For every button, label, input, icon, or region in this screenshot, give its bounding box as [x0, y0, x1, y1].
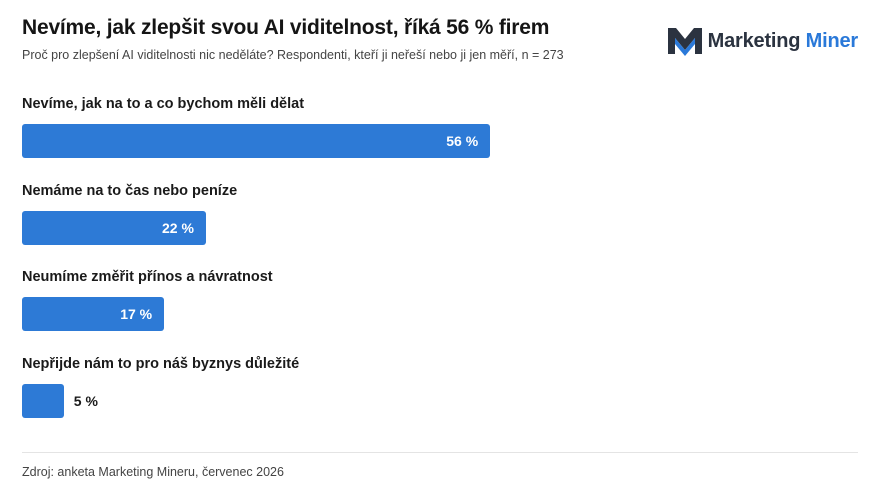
chart-subtitle: Proč pro zlepšení AI viditelnosti nic ne…	[22, 48, 564, 62]
data-label: 5 %	[73, 392, 98, 409]
marketing-miner-logo-icon	[667, 28, 702, 56]
logo-wordmark: Marketing Miner	[707, 29, 859, 53]
category-label: Nemáme na to čas nebo peníze	[22, 182, 238, 199]
bar	[22, 210, 206, 245]
bar	[22, 124, 491, 158]
footer-divider	[22, 452, 858, 453]
source-note: Zdroj: anketa Marketing Mineru, červenec…	[22, 465, 284, 479]
bar	[22, 297, 165, 331]
bar	[22, 383, 64, 418]
brand-logo: Marketing Miner	[667, 26, 859, 56]
chart-title: Nevíme, jak zlepšit svou AI viditelnost,…	[22, 16, 550, 39]
logo-word-miner: Miner	[805, 29, 859, 52]
data-label: 22 %	[161, 219, 194, 236]
data-label: 56 %	[446, 133, 479, 149]
data-label: 17 %	[120, 306, 153, 322]
category-label: Neumíme změřit přínos a návratnost	[22, 269, 273, 285]
category-label: Nevíme, jak na to a co bychom měli dělat	[22, 96, 305, 112]
category-label: Nepřijde nám to pro náš byznys důležité	[22, 355, 300, 372]
logo-word-marketing: Marketing	[707, 29, 801, 52]
